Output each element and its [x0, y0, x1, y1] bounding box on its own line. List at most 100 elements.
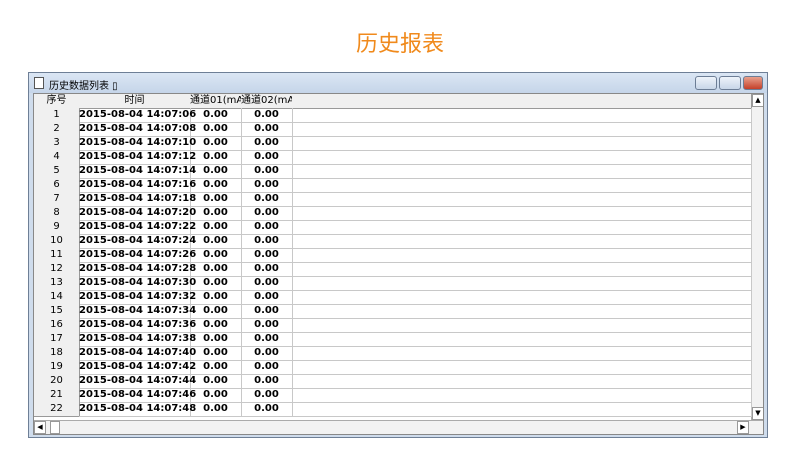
table-cell: 2015-08-04 14:07:32	[79, 290, 196, 305]
table-cell: 0.00	[190, 122, 242, 137]
table-cell: 0.00	[190, 164, 242, 179]
minimize-button[interactable]	[695, 76, 717, 90]
row-index: 22	[34, 402, 80, 417]
table-cell: 0.00	[241, 374, 293, 389]
table-cell: 0.00	[241, 192, 293, 207]
table-cell: 0.00	[241, 122, 293, 137]
row-filler	[292, 108, 752, 123]
row-filler	[292, 206, 752, 221]
row-filler	[292, 360, 752, 375]
table-cell: 0.00	[241, 332, 293, 347]
table-cell: 0.00	[241, 262, 293, 277]
table-cell: 0.00	[241, 178, 293, 193]
table-cell: 0.00	[241, 220, 293, 235]
table-cell: 2015-08-04 14:07:46	[79, 388, 196, 403]
row-index: 5	[34, 164, 80, 179]
scroll-left[interactable]: ◀	[34, 421, 46, 434]
scroll-right[interactable]: ▶	[737, 421, 749, 434]
table-cell: 0.00	[190, 206, 242, 221]
horizontal-scrollbar[interactable]: ◀ ▶	[34, 420, 763, 434]
table-cell: 0.00	[190, 234, 242, 249]
table-cell: 2015-08-04 14:07:18	[79, 192, 196, 207]
header-filler	[292, 94, 752, 109]
table-cell: 0.00	[241, 234, 293, 249]
close-button[interactable]	[743, 76, 763, 90]
table-cell: 2015-08-04 14:07:28	[79, 262, 196, 277]
row-filler	[292, 290, 752, 305]
row-index: 19	[34, 360, 80, 375]
table-cell: 2015-08-04 14:07:06	[79, 108, 196, 123]
table-cell: 0.00	[190, 192, 242, 207]
row-index: 6	[34, 178, 80, 193]
row-index: 7	[34, 192, 80, 207]
row-index: 4	[34, 150, 80, 165]
table-cell: 0.00	[241, 402, 293, 417]
row-filler	[292, 318, 752, 333]
row-filler	[292, 388, 752, 403]
table-cell: 0.00	[241, 206, 293, 221]
row-filler	[292, 332, 752, 347]
row-filler	[292, 122, 752, 137]
table-cell: 2015-08-04 14:07:48	[79, 402, 196, 417]
table-cell: 0.00	[241, 108, 293, 123]
table-cell: 0.00	[190, 388, 242, 403]
table-cell: 0.00	[190, 402, 242, 417]
column-header: 通道02(mA)	[241, 94, 298, 109]
table-cell: 2015-08-04 14:07:40	[79, 346, 196, 361]
row-index: 15	[34, 304, 80, 319]
table-cell: 0.00	[241, 164, 293, 179]
table-cell: 0.00	[190, 290, 242, 305]
table-cell: 2015-08-04 14:07:42	[79, 360, 196, 375]
table-cell: 2015-08-04 14:07:20	[79, 206, 196, 221]
table-cell: 0.00	[241, 150, 293, 165]
table-cell: 0.00	[241, 360, 293, 375]
scroll-thumb[interactable]	[50, 421, 60, 434]
table-cell: 0.00	[241, 388, 293, 403]
table-cell: 2015-08-04 14:07:30	[79, 276, 196, 291]
table-cell: 0.00	[241, 290, 293, 305]
page-title: 历史报表	[355, 32, 444, 57]
table-cell: 0.00	[190, 248, 242, 263]
table-cell: 0.00	[190, 136, 242, 151]
row-index: 3	[34, 136, 80, 151]
vertical-scrollbar[interactable]: ▲ ▼	[751, 94, 763, 420]
table-cell: 2015-08-04 14:07:34	[79, 304, 196, 319]
scroll-down[interactable]: ▼	[752, 407, 763, 420]
table-cell: 2015-08-04 14:07:16	[79, 178, 196, 193]
row-index: 11	[34, 248, 80, 263]
column-header: 序号	[34, 94, 80, 109]
table-cell: 0.00	[190, 360, 242, 375]
data-grid: ▲ ▼ ◀ ▶ 序号 时间 通道01(mA) 通道02(mA) 1 2015-08-04 …	[33, 93, 764, 435]
table-cell: 0.00	[241, 346, 293, 361]
table-cell: 0.00	[190, 374, 242, 389]
window-title: 历史数据列表 ▯	[49, 81, 118, 92]
row-filler	[292, 374, 752, 389]
row-filler	[292, 136, 752, 151]
table-cell: 2015-08-04 14:07:44	[79, 374, 196, 389]
title-bar: 历史数据列表 ▯	[29, 73, 767, 93]
row-index: 9	[34, 220, 80, 235]
table-cell: 2015-08-04 14:07:10	[79, 136, 196, 151]
row-index: 10	[34, 234, 80, 249]
table-cell: 0.00	[241, 318, 293, 333]
table-cell: 0.00	[190, 304, 242, 319]
maximize-button[interactable]	[719, 76, 741, 90]
table-cell: 0.00	[190, 276, 242, 291]
row-filler	[292, 304, 752, 319]
table-cell: 0.00	[190, 262, 242, 277]
table-cell: 2015-08-04 14:07:14	[79, 164, 196, 179]
row-filler	[292, 346, 752, 361]
table-cell: 2015-08-04 14:07:08	[79, 122, 196, 137]
table-cell: 2015-08-04 14:07:24	[79, 234, 196, 249]
table-cell: 0.00	[190, 150, 242, 165]
table-cell: 0.00	[241, 248, 293, 263]
row-filler	[292, 150, 752, 165]
row-filler	[292, 262, 752, 277]
table-cell: 2015-08-04 14:07:26	[79, 248, 196, 263]
row-index: 12	[34, 262, 80, 277]
row-index: 14	[34, 290, 80, 305]
scroll-up[interactable]: ▲	[752, 94, 763, 107]
row-index: 8	[34, 206, 80, 221]
table-cell: 0.00	[190, 108, 242, 123]
